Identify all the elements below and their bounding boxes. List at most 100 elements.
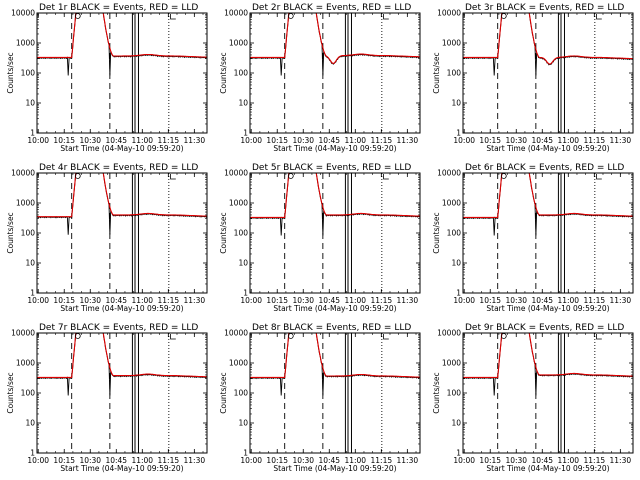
x-tick-label: 10:45 [105, 456, 127, 465]
detector-panel-8: Det 8r BLACK = Events, RED = LLD 1 10 100 10… [219, 323, 421, 473]
bracket-marker [596, 14, 602, 20]
x-tick-label: 11:15 [158, 296, 180, 305]
x-tick-label: 10:30 [292, 136, 314, 145]
y-tick-label: 10 [25, 99, 35, 108]
y-axis-label: Counts/sec [6, 372, 15, 413]
x-tick-label: 10:30 [505, 456, 527, 465]
series-group [250, 333, 420, 396]
panel-title: Det 7r BLACK = Events, RED = LLD [39, 323, 198, 333]
series-group [250, 173, 420, 236]
lld-series-line [463, 13, 633, 65]
x-tick-label: 11:00 [557, 296, 579, 305]
x-tick-label: 10:30 [79, 296, 101, 305]
x-tick-label: 10:00 [27, 456, 49, 465]
y-axis-label: Counts/sec [219, 52, 228, 93]
detector-panel-4: Det 4r BLACK = Events, RED = LLD 1 10 100 10… [6, 163, 208, 313]
x-tick-label: 11:30 [397, 296, 419, 305]
x-tick-label: 11:15 [584, 296, 606, 305]
y-tick-label: 1000 [442, 359, 461, 368]
y-tick-label: 100 [21, 389, 36, 398]
y-tick-label: 10 [25, 419, 35, 428]
bracket-marker [383, 174, 389, 180]
x-tick-label: 11:00 [131, 296, 153, 305]
panel-title: Det 2r BLACK = Events, RED = LLD [252, 3, 411, 13]
y-tick-label: 1000 [229, 359, 248, 368]
y-tick-label: 1000 [16, 199, 35, 208]
x-tick-label: 10:00 [453, 296, 475, 305]
y-tick-label: 100 [234, 229, 249, 238]
x-tick-label: 11:00 [344, 296, 366, 305]
x-tick-label: 11:30 [397, 456, 419, 465]
x-tick-label: 11:00 [344, 136, 366, 145]
x-tick-label: 10:30 [79, 136, 101, 145]
series-group [463, 333, 633, 396]
x-tick-label: 10:45 [105, 296, 127, 305]
y-tick-label: 1 [243, 449, 248, 458]
detector-panel-5: Det 5r BLACK = Events, RED = LLD 1 10 100 10… [219, 163, 421, 313]
y-axis-label: Counts/sec [219, 212, 228, 253]
y-tick-label: 10000 [11, 169, 35, 178]
x-tick-label: 10:30 [505, 296, 527, 305]
x-tick-label: 11:00 [557, 456, 579, 465]
detector-panel-7: Det 7r BLACK = Events, RED = LLD 1 10 100 10… [6, 323, 208, 473]
x-tick-label: 11:15 [584, 456, 606, 465]
y-tick-label: 10000 [11, 9, 35, 18]
plot-frame [249, 172, 421, 294]
x-tick-label: 10:00 [240, 136, 262, 145]
x-axis-label: Start Time (04-May-10 09:59:20) [273, 464, 396, 473]
x-tick-label: 10:45 [531, 456, 553, 465]
x-tick-label: 10:15 [479, 456, 501, 465]
y-tick-label: 10000 [11, 329, 35, 338]
bracket-marker [596, 334, 602, 340]
y-tick-label: 10 [25, 259, 35, 268]
x-axis-label: Start Time (04-May-10 09:59:20) [486, 144, 609, 153]
x-tick-label: 10:45 [531, 136, 553, 145]
y-tick-label: 1 [30, 449, 35, 458]
plot-frame [249, 12, 421, 134]
x-tick-label: 11:30 [184, 296, 206, 305]
x-axis-label: Start Time (04-May-10 09:59:20) [60, 144, 183, 153]
x-tick-label: 11:15 [371, 296, 393, 305]
x-tick-label: 10:00 [240, 296, 262, 305]
lld-series-line [463, 333, 633, 378]
plot-frame [36, 12, 208, 134]
detector-panel-9: Det 9r BLACK = Events, RED = LLD 1 10 100 10… [432, 323, 634, 473]
y-tick-label: 100 [447, 389, 462, 398]
y-tick-label: 1 [243, 129, 248, 138]
panel-title: Det 8r BLACK = Events, RED = LLD [252, 323, 411, 333]
x-tick-label: 11:00 [131, 136, 153, 145]
panel-title: Det 6r BLACK = Events, RED = LLD [465, 163, 624, 173]
x-tick-label: 11:00 [344, 456, 366, 465]
y-axis-label: Counts/sec [6, 212, 15, 253]
detector-panel-6: Det 6r BLACK = Events, RED = LLD 1 10 100 10… [432, 163, 634, 313]
bracket-marker [383, 334, 389, 340]
panel-title: Det 9r BLACK = Events, RED = LLD [465, 323, 624, 333]
y-tick-label: 10 [238, 99, 248, 108]
x-tick-label: 10:15 [479, 296, 501, 305]
y-tick-label: 100 [234, 389, 249, 398]
y-tick-label: 10 [451, 259, 461, 268]
x-axis-label: Start Time (04-May-10 09:59:20) [486, 464, 609, 473]
x-axis-label: Start Time (04-May-10 09:59:20) [273, 144, 396, 153]
lld-series-line [37, 173, 207, 218]
x-tick-label: 10:30 [292, 296, 314, 305]
x-tick-label: 10:15 [53, 456, 75, 465]
x-tick-label: 11:15 [158, 136, 180, 145]
y-tick-label: 100 [447, 69, 462, 78]
y-tick-label: 1 [456, 129, 461, 138]
lld-series-line [250, 13, 420, 64]
detector-panel-2: Det 2r BLACK = Events, RED = LLD 1 10 100 10… [219, 3, 421, 153]
x-tick-label: 10:15 [266, 136, 288, 145]
panel-title: Det 5r BLACK = Events, RED = LLD [252, 163, 411, 173]
series-group [37, 13, 207, 76]
x-tick-label: 10:15 [479, 136, 501, 145]
lld-series-line [463, 173, 633, 218]
panel-title: Det 3r BLACK = Events, RED = LLD [465, 3, 624, 13]
y-tick-label: 1 [243, 289, 248, 298]
y-axis-label: Counts/sec [219, 372, 228, 413]
y-tick-label: 1 [30, 129, 35, 138]
y-tick-label: 100 [21, 69, 36, 78]
y-tick-label: 1000 [229, 39, 248, 48]
x-tick-label: 11:15 [158, 456, 180, 465]
plot-frame [462, 332, 634, 454]
